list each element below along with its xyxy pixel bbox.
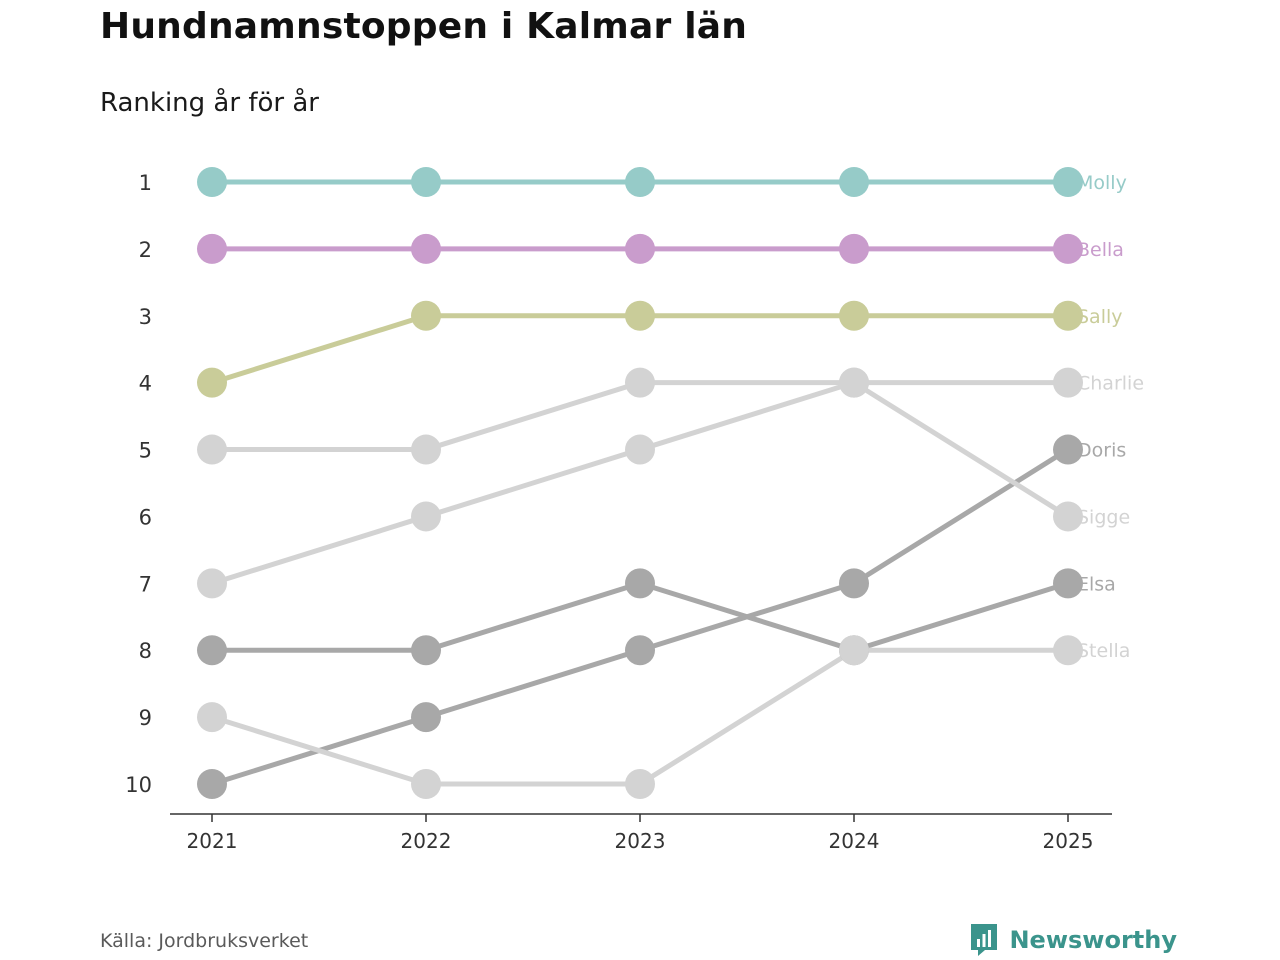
data-point-sally xyxy=(839,300,869,331)
source-note: Källa: Jordbruksverket xyxy=(100,930,309,952)
series-label-bella: Bella xyxy=(1077,239,1124,261)
data-point-stella xyxy=(1053,635,1083,666)
data-point-sally xyxy=(625,300,655,331)
y-tick-label: 7 xyxy=(139,572,152,596)
x-tick-label: 2023 xyxy=(615,829,666,853)
data-point-stella xyxy=(411,769,441,799)
series-points xyxy=(197,167,1083,799)
data-point-elsa xyxy=(197,635,227,666)
data-point-doris xyxy=(1053,434,1083,465)
data-point-sigge xyxy=(411,501,441,532)
data-point-bella xyxy=(197,233,227,264)
data-point-stella xyxy=(625,769,655,799)
data-point-sally xyxy=(1053,300,1083,331)
chart-subtitle: Ranking år för år xyxy=(100,88,319,118)
data-point-bella xyxy=(1053,233,1083,264)
data-point-elsa xyxy=(411,635,441,666)
series-label-stella: Stella xyxy=(1077,640,1130,662)
bump-chart: 2021 2022 2023 2024 2025 1 2 3 4 5 6 7 8 9 10 Molly Bel… xyxy=(125,167,1144,853)
y-tick-label: 1 xyxy=(139,171,152,195)
series-label-molly: Molly xyxy=(1077,172,1127,194)
data-point-molly xyxy=(197,167,227,197)
series-lines xyxy=(211,179,1070,787)
data-point-bella xyxy=(625,233,655,264)
data-point-stella xyxy=(839,635,869,666)
data-point-bella xyxy=(839,233,869,264)
newsworthy-logo-icon xyxy=(971,924,998,956)
y-tick-label: 3 xyxy=(139,305,152,329)
series-line-sigge xyxy=(211,380,1070,586)
x-tick-label: 2024 xyxy=(829,829,880,853)
series-line-doris xyxy=(211,447,1070,787)
data-point-sigge xyxy=(1053,501,1083,532)
data-point-sally xyxy=(411,300,441,331)
data-point-molly xyxy=(625,167,655,197)
data-point-molly xyxy=(1053,167,1083,197)
data-point-sigge xyxy=(839,367,869,398)
chart-axes: 2021 2022 2023 2024 2025 1 2 3 4 5 6 7 8 9 10 xyxy=(125,171,1112,853)
y-tick-label: 4 xyxy=(139,372,152,396)
series-label-charlie: Charlie xyxy=(1077,373,1144,395)
brand-name: Newsworthy xyxy=(1009,926,1177,954)
chart-title: Hundnamnstoppen i Kalmar län xyxy=(100,6,748,47)
y-tick-label: 9 xyxy=(139,706,152,730)
data-point-doris xyxy=(625,635,655,666)
series-label-doris: Doris xyxy=(1077,440,1126,462)
data-point-bella xyxy=(411,233,441,264)
data-point-sally xyxy=(197,367,227,398)
data-point-elsa xyxy=(625,568,655,599)
y-tick-label: 2 xyxy=(139,238,152,262)
data-point-sigge xyxy=(197,568,227,599)
y-tick-label: 5 xyxy=(139,439,152,463)
data-point-elsa xyxy=(1053,568,1083,599)
data-point-charlie xyxy=(1053,367,1083,398)
data-point-charlie xyxy=(411,434,441,465)
series-line-stella xyxy=(211,647,1068,787)
data-point-molly xyxy=(411,167,441,197)
data-point-sigge xyxy=(625,434,655,465)
data-point-doris xyxy=(411,702,441,733)
series-label-sally: Sally xyxy=(1077,306,1123,328)
data-point-charlie xyxy=(197,434,227,465)
brand-logo[interactable]: Newsworthy xyxy=(969,922,1177,958)
y-tick-label: 10 xyxy=(125,773,152,797)
y-tick-label: 8 xyxy=(139,639,152,663)
data-point-molly xyxy=(839,167,869,197)
data-point-doris xyxy=(839,568,869,599)
series-label-sigge: Sigge xyxy=(1077,506,1130,528)
x-tick-label: 2025 xyxy=(1043,829,1094,853)
x-tick-label: 2022 xyxy=(401,829,452,853)
data-point-stella xyxy=(197,702,227,733)
data-point-doris xyxy=(197,769,227,799)
series-label-elsa: Elsa xyxy=(1077,573,1116,595)
data-point-charlie xyxy=(625,367,655,398)
series-labels: Molly Bella Sally Charlie Doris Sigge Elsa Stel… xyxy=(1077,172,1144,662)
y-tick-label: 6 xyxy=(139,505,152,529)
x-tick-label: 2021 xyxy=(187,829,238,853)
